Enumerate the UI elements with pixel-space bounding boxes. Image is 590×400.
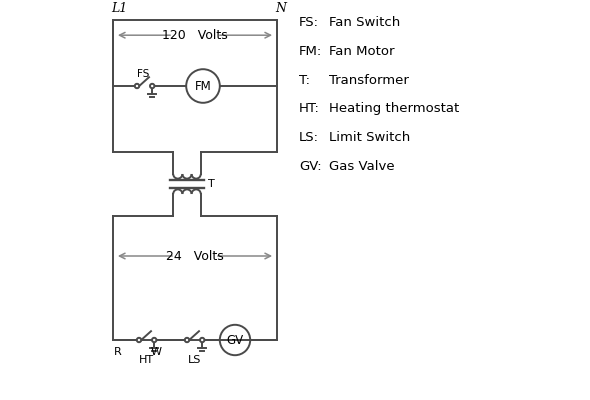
Text: R: R [114,347,122,357]
Text: FM: FM [195,80,211,92]
Text: HT: HT [139,355,154,365]
Text: HT:: HT: [299,102,320,116]
Circle shape [137,338,141,342]
Circle shape [200,338,204,342]
Text: LS:: LS: [299,131,319,144]
Circle shape [186,69,220,103]
Text: T: T [208,179,215,189]
Circle shape [135,84,139,88]
Text: N: N [275,2,286,15]
Text: 24   Volts: 24 Volts [166,250,224,262]
Text: Fan Switch: Fan Switch [329,16,400,29]
Text: FS:: FS: [299,16,319,29]
Text: LS: LS [188,355,201,365]
Text: Heating thermostat: Heating thermostat [329,102,459,116]
Circle shape [220,325,250,355]
Circle shape [150,84,155,88]
Circle shape [185,338,189,342]
Text: GV:: GV: [299,160,322,173]
Text: Fan Motor: Fan Motor [329,45,395,58]
Text: Transformer: Transformer [329,74,409,87]
Text: FM:: FM: [299,45,322,58]
Text: T:: T: [299,74,310,87]
Text: GV: GV [227,334,244,346]
Text: L1: L1 [111,2,127,15]
Text: W: W [151,347,162,357]
Circle shape [152,338,156,342]
Text: Gas Valve: Gas Valve [329,160,395,173]
Text: 120   Volts: 120 Volts [162,29,228,42]
Text: Limit Switch: Limit Switch [329,131,410,144]
Text: FS: FS [137,69,149,79]
